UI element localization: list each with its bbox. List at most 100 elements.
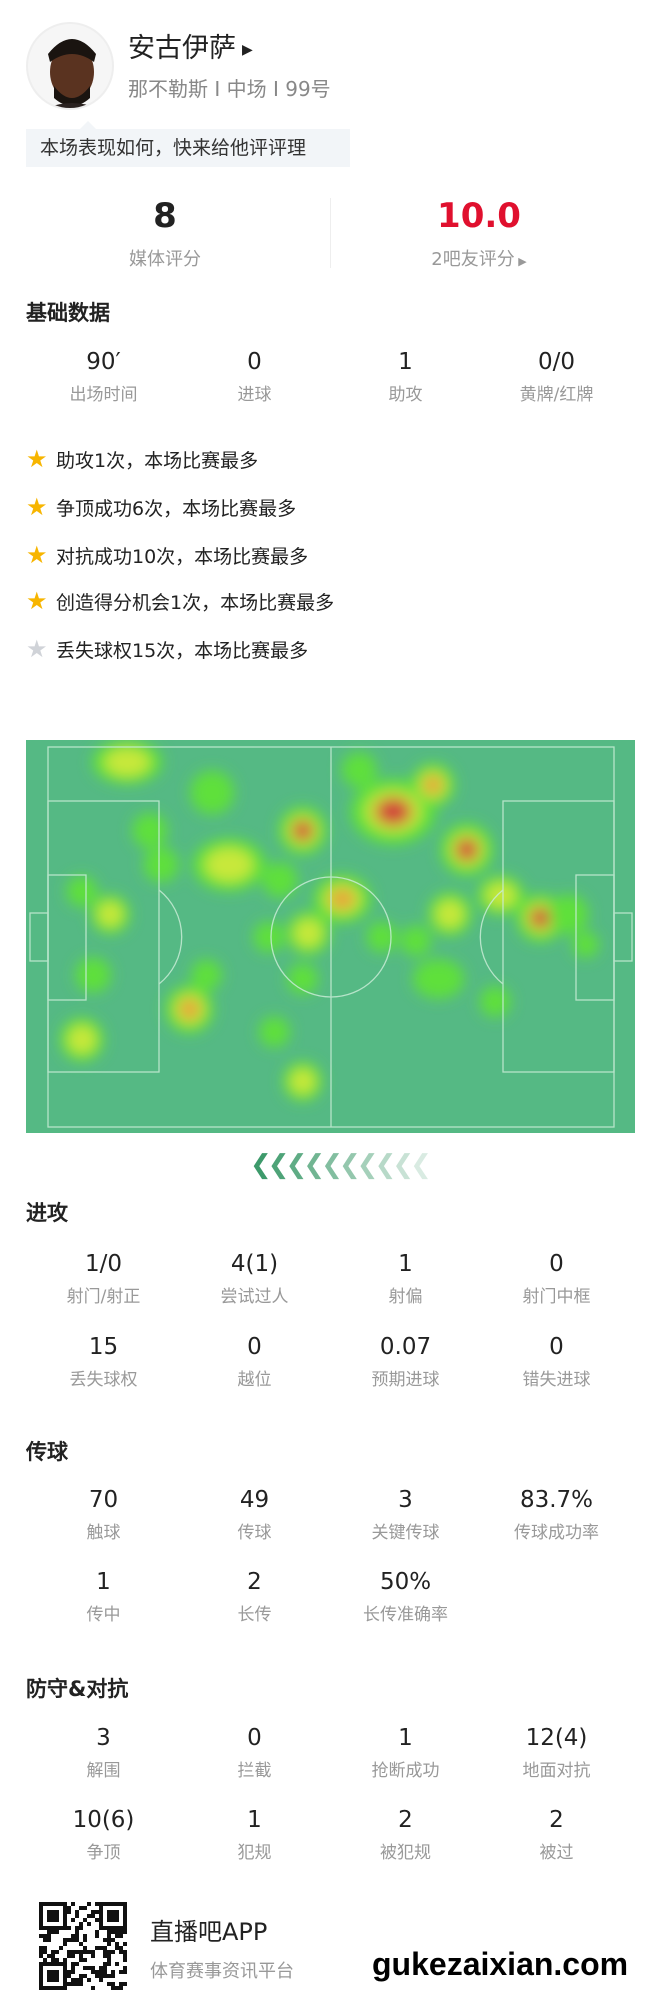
heat-blob [479, 986, 511, 1017]
highlight-item: ★ 对抗成功10次，本场比赛最多 [26, 541, 308, 569]
stat-cell: 0.07 预期进球 [330, 1333, 481, 1390]
stat-label: 关键传球 [371, 1523, 440, 1543]
highlight-text: 创造得分机会1次，本场比赛最多 [56, 591, 335, 614]
app-tagline: 体育赛事资讯平台 [150, 1961, 294, 1982]
stat-label: 射门/射正 [66, 1287, 141, 1307]
chevron-left-icon: ❮ [338, 1150, 361, 1180]
heat-blob [423, 775, 443, 795]
stat-label: 传球成功率 [514, 1523, 599, 1543]
media-rating: 8 媒体评分 [15, 195, 315, 271]
stat-value: 0/0 [537, 349, 575, 375]
stat-label: 射门中框 [522, 1287, 591, 1307]
stat-label: 被犯规 [380, 1843, 431, 1863]
stat-cell: 1 助攻 [330, 348, 481, 405]
stat-label: 射偏 [388, 1287, 423, 1307]
stat-value: 15 [88, 1334, 119, 1360]
chevron-left-icon: ❮ [321, 1150, 343, 1180]
stat-value: 1 [398, 1251, 413, 1277]
stat-label: 解围 [86, 1761, 121, 1781]
stat-label: 长传准确率 [363, 1605, 448, 1625]
stat-cell: 0 错失进球 [481, 1333, 632, 1390]
stat-label: 丢失球权 [69, 1370, 138, 1390]
app-name: 直播吧APP [150, 1918, 268, 1946]
heat-blob [485, 882, 517, 909]
stat-value: 0.07 [379, 1334, 432, 1360]
heat-blob [104, 747, 151, 777]
heat-blob [294, 918, 323, 948]
heat-blob [143, 847, 179, 883]
stat-cell: 1 传中 [28, 1568, 179, 1625]
stat-cell: 70 触球 [28, 1486, 179, 1543]
stat-label: 传球 [237, 1523, 272, 1543]
stat-label: 地面对抗 [522, 1761, 591, 1781]
stat-cell: 2 被过 [481, 1806, 632, 1863]
fan-rating[interactable]: 10.0 2吧友评分 ▶ [329, 195, 629, 271]
stat-value: 0 [549, 1251, 564, 1277]
stat-value: 0 [549, 1334, 564, 1360]
stat-cell: 1 抢断成功 [330, 1724, 481, 1781]
pitch-lines [29, 746, 633, 1128]
rate-prompt[interactable]: 本场表现如何，快来给他评评理 [26, 121, 350, 167]
section-title-basic: 基础数据 [26, 301, 110, 325]
highlight-item: ★ 丢失球权15次，本场比赛最多 [26, 635, 308, 663]
chevron-left-icon: ❮ [374, 1150, 397, 1180]
stat-cell: 3 解围 [28, 1724, 179, 1781]
caret-right-icon: ▶ [514, 255, 527, 268]
attack-row: 15 丢失球权 0 越位 0.07 预期进球 0 错失进球 [0, 1333, 660, 1390]
chevron-left-icon: ❮ [303, 1150, 326, 1180]
attack-direction-arrows: ❮ ❮ ❮ ❮ ❮ ❮ ❮ ❮ ❮ ❮ [250, 1150, 432, 1180]
stat-value: 0 [247, 1334, 262, 1360]
stat-value: 3 [398, 1487, 413, 1513]
stat-label: 错失进球 [522, 1370, 591, 1390]
passing-row: 1 传中 2 长传 50% 长传准确率 [0, 1568, 660, 1625]
stat-label: 抢断成功 [371, 1761, 440, 1781]
star-gray-icon: ★ [26, 635, 48, 663]
heat-blob [287, 963, 319, 995]
stat-label: 拦截 [237, 1761, 272, 1781]
fan-rating-value: 10.0 [437, 196, 521, 236]
chevron-left-icon: ❮ [410, 1150, 432, 1180]
player-avatar[interactable] [26, 22, 114, 110]
stat-label: 助攻 [388, 385, 423, 405]
stat-label: 黄牌/红牌 [519, 385, 594, 405]
stat-value: 50% [379, 1569, 432, 1595]
stat-cell: 1 射偏 [330, 1250, 481, 1307]
stat-label: 被过 [539, 1843, 574, 1863]
player-info: 那不勒斯 I 中场 I 99号 [128, 77, 331, 101]
chevron-left-icon: ❮ [392, 1150, 415, 1180]
fan-rating-label: 2吧友评分 [431, 249, 515, 270]
stat-cell: 1/0 射门/射正 [28, 1250, 179, 1307]
stat-cell: 0 拦截 [179, 1724, 330, 1781]
heat-blob [330, 888, 355, 910]
stat-label: 出场时间 [69, 385, 138, 405]
stat-label: 传中 [86, 1605, 121, 1625]
highlight-item: ★ 助攻1次，本场比赛最多 [26, 445, 258, 473]
stat-cell: 10(6) 争顶 [28, 1806, 179, 1863]
defense-row: 10(6) 争顶 1 犯规 2 被犯规 2 被过 [0, 1806, 660, 1863]
heat-blob [253, 921, 285, 953]
star-icon: ★ [26, 493, 48, 521]
stat-value: 90′ [86, 349, 121, 375]
stat-value: 1 [398, 1725, 413, 1751]
section-title-defense: 防守&对抗 [26, 1677, 129, 1701]
highlight-text: 助攻1次，本场比赛最多 [56, 449, 259, 472]
chevron-left-icon: ❮ [250, 1150, 272, 1180]
stat-cell: 12(4) 地面对抗 [481, 1724, 632, 1781]
highlight-text: 争顶成功6次，本场比赛最多 [56, 497, 297, 520]
player-name[interactable]: 安古伊萨 ▶ [128, 26, 253, 65]
stat-value: 2 [398, 1807, 413, 1833]
stat-label: 尝试过人 [220, 1287, 289, 1307]
stat-cell: 0 越位 [179, 1333, 330, 1390]
defense-row: 3 解围 0 拦截 1 抢断成功 12(4) 地面对抗 [0, 1724, 660, 1781]
stat-label: 预期进球 [371, 1370, 440, 1390]
heat-blob [292, 820, 313, 841]
heat-blob [66, 876, 98, 907]
heatmap [26, 740, 635, 1133]
heat-blob [97, 901, 124, 928]
stat-label: 越位 [237, 1370, 272, 1390]
heat-blob [262, 862, 298, 898]
stat-value: 10(6) [72, 1807, 135, 1833]
qr-code [39, 1902, 129, 1990]
stat-cell: 49 传球 [179, 1486, 330, 1543]
stat-value: 1 [398, 349, 413, 375]
